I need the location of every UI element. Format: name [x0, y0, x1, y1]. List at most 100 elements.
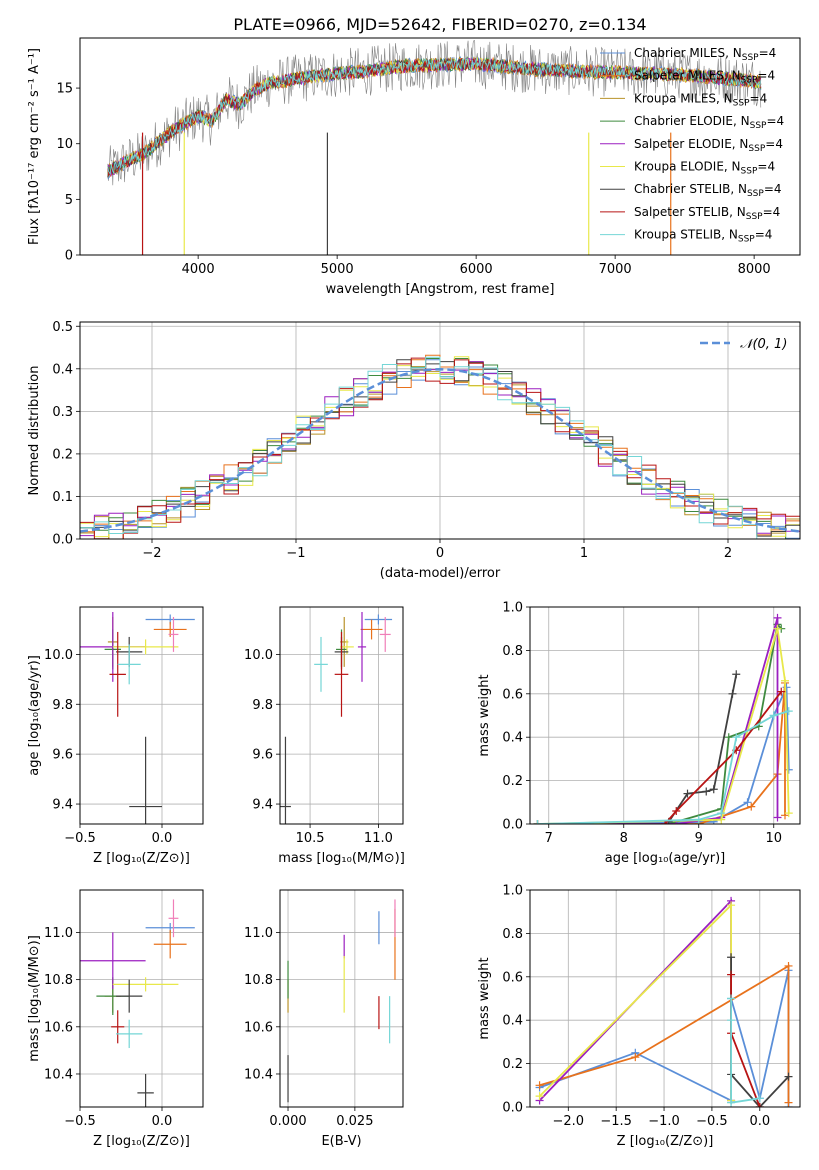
mass-weight-line: [730, 974, 761, 1107]
y-tick-label: 0.2: [52, 447, 73, 462]
legend-entry: Chabrier ELODIE, NSSP=4: [634, 114, 784, 131]
data-point-marker: [727, 1016, 736, 1025]
x-tick-label: 0: [436, 546, 444, 561]
y-tick-label: 11.0: [244, 926, 273, 941]
data-point-marker: [535, 1081, 544, 1090]
data-point-marker: [784, 707, 793, 716]
mass-vs-ebv-plot-area: [287, 899, 396, 1103]
x-tick-label: 11.0: [364, 831, 393, 846]
figure-title: PLATE=0966, MJD=52642, FIBERID=0270, z=0…: [233, 15, 646, 34]
age-vs-mass-panel: 10.5 11.0 9.4 9.6 9.8 10.0 mass [log₁₀(M/M⊙)]: [244, 606, 405, 866]
data-point-marker: [784, 809, 793, 818]
legend-entry-subscript: SSP: [747, 189, 764, 199]
y-axis-label: mass [log₁₀(M/M⊙)]: [27, 935, 42, 1062]
x-axis-label: Z [log₁₀(Z/Z⊙)]: [93, 851, 190, 866]
data-point-marker: [777, 687, 786, 696]
legend-entry-name: Salpeter MILES, N: [634, 69, 741, 83]
data-point-marker: [755, 1103, 764, 1107]
legend-entry-suffix: =4: [763, 205, 781, 219]
y-tick-label: 10.6: [244, 1020, 273, 1035]
y-tick-label: 11.0: [44, 926, 73, 941]
legend-entry: Salpeter STELIB, NSSP=4: [634, 205, 780, 222]
mass-weight-line: [537, 710, 790, 824]
x-tick-label: 6000: [460, 262, 493, 277]
data-point-marker: [727, 901, 736, 910]
data-point-marker: [727, 970, 736, 979]
legend-entry: Salpeter ELODIE, NSSP=4: [634, 137, 783, 154]
y-axis-label: mass weight: [477, 674, 492, 756]
x-tick-label: 0.0: [152, 831, 173, 846]
y-tick-label: 1.0: [502, 601, 523, 616]
legend-entry-subscript: SSP: [748, 144, 765, 154]
age-vs-z-plot-area: [80, 611, 195, 824]
data-point-marker: [773, 624, 782, 633]
data-point-marker: [683, 789, 692, 798]
mass-vs-z-plot-area: [80, 899, 195, 1107]
y-tick-label: 0.8: [502, 644, 523, 659]
mass-weight-line: [539, 964, 790, 1103]
data-point-marker: [784, 765, 793, 774]
x-tick-label: 9: [695, 831, 703, 846]
residuals-panel: −2 −1 0 1 2 0.0 0.1 0.2 0.3 0.4 0.5 (data-model)/er…: [27, 320, 801, 581]
y-tick-label: 0.5: [52, 320, 73, 335]
y-tick-label: 0.1: [52, 490, 73, 505]
data-point-marker: [755, 1094, 764, 1103]
legend-entry-subscript: SSP: [741, 167, 758, 177]
x-tick-label: −0.5: [64, 1114, 96, 1129]
legend-entry-name: Chabrier ELODIE, N: [634, 114, 750, 128]
y-tick-label: 0.6: [502, 687, 523, 702]
y-tick-label: 0.0: [52, 533, 73, 548]
y-tick-label: 9.8: [252, 698, 273, 713]
y-axis-label: Flux [fλ10⁻¹⁷ erg cm⁻² s⁻¹ A⁻¹]: [27, 48, 42, 245]
x-tick-label: −2: [142, 546, 161, 561]
legend-entry-suffix: =4: [765, 137, 783, 151]
x-tick-label: 7000: [599, 262, 632, 277]
data-point-marker: [631, 1053, 640, 1062]
axes-frame: [79, 889, 204, 1108]
data-point-marker: [784, 1072, 793, 1081]
legend-entry: Chabrier MILES, NSSP=4: [634, 46, 776, 63]
spectrum-plot-area: [107, 40, 762, 255]
y-tick-label: 0.4: [502, 1014, 523, 1029]
x-axis-label: age [log₁₀(age/yr)]: [605, 851, 726, 866]
data-point-marker: [784, 1098, 793, 1107]
x-tick-label: 2: [724, 546, 732, 561]
mass-weight-vs-z-panel: −2.0 −1.5 −1.0 −0.5 0.0 0.0 0.2 0.4 0.6 0.8 1.0 Z […: [477, 884, 801, 1149]
y-tick-label: 0.4: [52, 362, 73, 377]
histogram-step-line: [80, 356, 800, 539]
x-tick-label: −1.5: [600, 1114, 632, 1129]
y-tick-label: 10.8: [244, 973, 273, 988]
y-tick-label: 5: [65, 193, 73, 208]
x-axis-label: wavelength [Angstrom, rest frame]: [326, 282, 555, 297]
y-tick-label: 15: [56, 82, 73, 97]
legend-entry-suffix: =4: [755, 228, 773, 242]
x-axis-label: Z [log₁₀(Z/Z⊙)]: [617, 1134, 714, 1149]
y-tick-label: 0.4: [502, 731, 523, 746]
axes-frame: [79, 606, 204, 825]
y-tick-label: 1.0: [502, 884, 523, 899]
data-point-marker: [727, 994, 736, 1003]
y-tick-label: 10.4: [44, 1067, 73, 1082]
y-tick-label: 10.4: [244, 1067, 273, 1082]
legend-entry-subscript: SSP: [741, 76, 758, 86]
data-point-marker: [743, 798, 752, 807]
mass-weight-line: [664, 691, 783, 824]
y-tick-label: 0.3: [52, 405, 73, 420]
x-tick-label: 7: [545, 831, 553, 846]
x-tick-label: 4000: [182, 262, 215, 277]
x-tick-label: −0.5: [696, 1114, 728, 1129]
age-vs-z-panel: −0.5 0.0 9.4 9.6 9.8 10.0 Z [log₁₀(Z/Z⊙)] age […: [27, 606, 204, 866]
x-tick-label: 10: [765, 831, 782, 846]
y-tick-label: 9.6: [52, 748, 73, 763]
data-point-marker: [747, 802, 756, 811]
normal-reference-curve: [80, 368, 800, 533]
x-tick-label: 0.0: [749, 1114, 770, 1129]
legend-entry-name: Kroupa ELODIE, N: [634, 160, 741, 174]
legend-entry-name: Chabrier STELIB, N: [634, 182, 747, 196]
mass-weight-line: [537, 628, 790, 824]
legend-entry-subscript: SSP: [742, 53, 759, 63]
data-point-marker: [702, 787, 711, 796]
data-point-marker: [773, 613, 782, 622]
x-axis-label: mass [log₁₀(M/M⊙)]: [278, 851, 405, 866]
y-tick-label: 0.0: [502, 818, 523, 833]
